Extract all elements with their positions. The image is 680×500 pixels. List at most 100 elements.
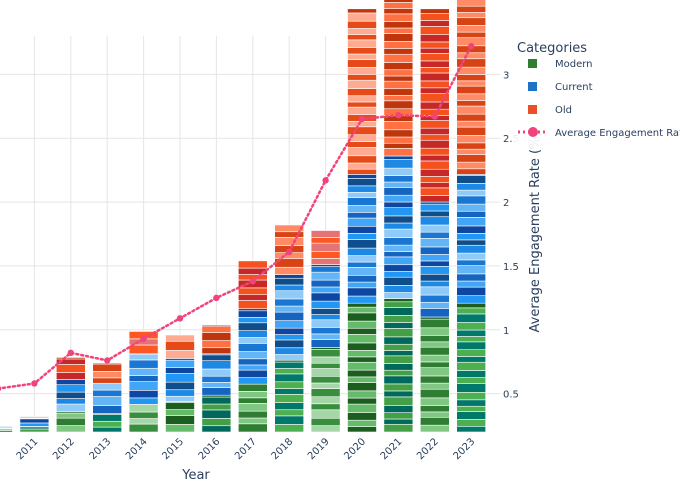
bar-segment-modern xyxy=(347,390,377,399)
bar-segments xyxy=(0,0,487,433)
bar-segment-modern xyxy=(347,312,377,322)
bar-segment-old xyxy=(347,20,377,29)
bar-segment-current xyxy=(128,381,159,391)
legend-label-current: Current xyxy=(555,82,593,93)
bar-segment-modern xyxy=(274,361,305,369)
bar-segment-current xyxy=(347,197,377,206)
bar-segment-old xyxy=(383,0,414,3)
bar-segment-old xyxy=(347,95,377,103)
bar-segment-old xyxy=(347,34,377,41)
y2-tick-label: 0.5 xyxy=(503,390,519,401)
bar-segment-modern xyxy=(456,322,487,331)
bar-segment-current xyxy=(165,389,195,397)
bar-segment-current xyxy=(274,311,305,321)
bar-segment-old xyxy=(456,142,487,150)
x-tick-label: 2016 xyxy=(197,436,223,462)
bar-segment-old xyxy=(383,100,414,110)
x-tick-label: 2011 xyxy=(15,436,41,462)
bar-segment-modern xyxy=(456,329,487,337)
bar-segment-old xyxy=(55,372,86,380)
bar-segment-modern xyxy=(419,318,450,329)
bar-segment-modern xyxy=(310,349,341,358)
bar-segment-current xyxy=(165,367,195,374)
bar-segment-modern xyxy=(456,405,487,412)
bar-segment-current xyxy=(419,280,450,288)
bar-segment-current xyxy=(347,205,377,213)
bar-segment-current xyxy=(383,256,414,266)
bar-segment-current xyxy=(128,397,159,405)
bar-segment-modern xyxy=(201,396,232,405)
bar-segment-old xyxy=(383,88,414,96)
bar-segment-current xyxy=(238,377,268,385)
bar-segment-current xyxy=(347,212,377,219)
bar-segment-current xyxy=(419,273,450,282)
bar-segment-old xyxy=(383,129,414,138)
bar-segment-modern xyxy=(383,375,414,385)
bar-segment-old xyxy=(201,324,232,328)
bar-segment-current xyxy=(456,259,487,266)
bar-segment-modern xyxy=(310,375,341,384)
bar-segment-old xyxy=(383,27,414,34)
bar-segment-current xyxy=(419,308,450,318)
bar-segment-current xyxy=(456,175,487,184)
bar-segment-old xyxy=(347,8,377,14)
bar-segment-current xyxy=(310,319,341,328)
bar-segment-modern xyxy=(274,402,305,411)
bar-segment-current xyxy=(165,381,195,391)
bar-segment-old xyxy=(419,154,450,162)
bar-segment-current xyxy=(274,290,305,300)
bar-segment-old xyxy=(310,242,341,252)
bar-segment-old xyxy=(347,39,377,48)
bar-segment-current xyxy=(347,255,377,263)
legend-label-modern: Modern xyxy=(555,59,593,70)
legend-item-old[interactable]: Old xyxy=(528,105,572,116)
bar-segment-modern xyxy=(310,403,341,411)
bar-segment-modern xyxy=(383,355,414,364)
bar-segment-modern xyxy=(0,428,13,431)
bar-segment-old xyxy=(92,371,122,379)
bar-segment-modern xyxy=(310,362,341,369)
legend-item-modern[interactable]: Modern xyxy=(528,59,593,70)
y2-tick-label: 1.5 xyxy=(503,262,519,273)
bar-segment-modern xyxy=(238,423,268,433)
bar-segment-current xyxy=(310,314,341,321)
bar-segment-current xyxy=(419,201,450,205)
bar-segment-modern xyxy=(419,367,450,377)
bar-segment-old xyxy=(456,113,487,122)
bar-segment-modern xyxy=(310,388,341,398)
bar-segment-modern xyxy=(383,336,414,345)
bar-segment-current xyxy=(55,403,86,413)
legend-item-current[interactable]: Current xyxy=(528,82,593,93)
bar-segment-old xyxy=(456,12,487,19)
bar-segment-old xyxy=(238,287,268,296)
x-tick-label: 2019 xyxy=(306,436,332,462)
bar-segment-current xyxy=(383,237,414,246)
bar-segment-old xyxy=(238,294,268,301)
bar-segment-old xyxy=(383,136,414,144)
bar-segment-old xyxy=(347,67,377,75)
engagement-point xyxy=(140,335,147,342)
bar-segment-modern xyxy=(310,409,341,419)
bar-segment-old xyxy=(419,101,450,110)
bar-segment-modern xyxy=(383,328,414,338)
bar-segment-old xyxy=(419,8,450,14)
legend-item-engagement[interactable]: Average Engagement Rate xyxy=(518,127,680,139)
bar-segment-current xyxy=(310,339,341,348)
bar-segment-old xyxy=(456,52,487,60)
bar-segment-modern xyxy=(383,307,414,316)
bar-segment-modern xyxy=(165,409,195,416)
engagement-point xyxy=(395,112,402,119)
bar-segment-modern xyxy=(0,430,13,433)
bar-segment-modern xyxy=(274,415,305,425)
engagement-point xyxy=(213,294,220,302)
bar-segment-modern xyxy=(201,403,232,411)
engagement-point xyxy=(67,349,75,356)
bar-segment-old xyxy=(55,357,86,360)
bar-segment-old xyxy=(456,5,487,13)
bar-segment-modern xyxy=(456,383,487,393)
bar-segment-modern xyxy=(310,347,341,350)
bar-segment-old xyxy=(419,134,450,141)
bar-segment-current xyxy=(383,194,414,203)
bar-segment-old xyxy=(383,80,414,90)
bar-segment-modern xyxy=(383,363,414,371)
